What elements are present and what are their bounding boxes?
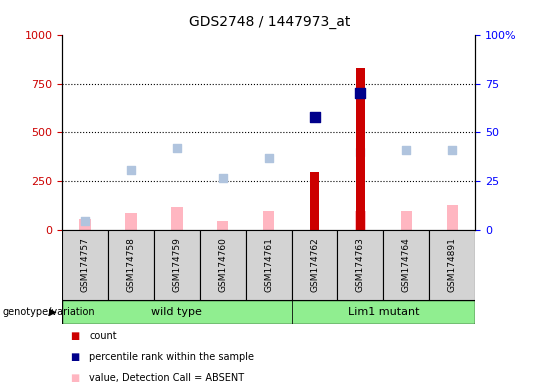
- Bar: [79, 218, 91, 230]
- Bar: [62, 230, 108, 300]
- Text: GSM174763: GSM174763: [356, 237, 365, 292]
- Point: [356, 149, 365, 155]
- Bar: [217, 220, 228, 230]
- Bar: [108, 230, 154, 300]
- Point: [448, 147, 456, 153]
- Text: count: count: [89, 331, 117, 341]
- Text: GSM174759: GSM174759: [172, 237, 181, 292]
- Point: [81, 217, 90, 223]
- Bar: [447, 205, 458, 230]
- Text: value, Detection Call = ABSENT: value, Detection Call = ABSENT: [89, 373, 244, 383]
- Bar: [200, 230, 246, 300]
- Bar: [383, 230, 429, 300]
- Bar: [401, 211, 412, 230]
- Point: [402, 147, 410, 153]
- Text: Lim1 mutant: Lim1 mutant: [348, 307, 419, 317]
- Text: ■: ■: [70, 352, 79, 362]
- Point: [265, 155, 273, 161]
- Text: percentile rank within the sample: percentile rank within the sample: [89, 352, 254, 362]
- Point: [356, 90, 365, 96]
- Bar: [246, 230, 292, 300]
- Bar: [154, 230, 200, 300]
- Text: GSM174761: GSM174761: [264, 237, 273, 292]
- Text: GSM174764: GSM174764: [402, 237, 411, 292]
- Bar: [356, 68, 365, 230]
- Point: [126, 167, 135, 173]
- Text: GSM174891: GSM174891: [448, 237, 457, 292]
- Point: [172, 145, 181, 151]
- Bar: [125, 213, 137, 230]
- Text: GSM174762: GSM174762: [310, 237, 319, 292]
- Text: wild type: wild type: [151, 307, 202, 317]
- Bar: [338, 230, 383, 300]
- Bar: [171, 207, 183, 230]
- Text: GSM174760: GSM174760: [218, 237, 227, 292]
- Bar: [292, 300, 475, 324]
- Bar: [310, 172, 319, 230]
- Text: ▶: ▶: [49, 307, 56, 317]
- Text: GSM174758: GSM174758: [126, 237, 136, 292]
- Point: [218, 174, 227, 180]
- Bar: [355, 211, 366, 230]
- Bar: [292, 230, 338, 300]
- Point: [310, 114, 319, 120]
- Text: GSM174757: GSM174757: [80, 237, 90, 292]
- Text: genotype/variation: genotype/variation: [3, 307, 96, 317]
- Text: ■: ■: [70, 373, 79, 383]
- Bar: [62, 300, 292, 324]
- Bar: [429, 230, 475, 300]
- Text: ■: ■: [70, 331, 79, 341]
- Text: GDS2748 / 1447973_at: GDS2748 / 1447973_at: [190, 15, 350, 29]
- Bar: [263, 211, 274, 230]
